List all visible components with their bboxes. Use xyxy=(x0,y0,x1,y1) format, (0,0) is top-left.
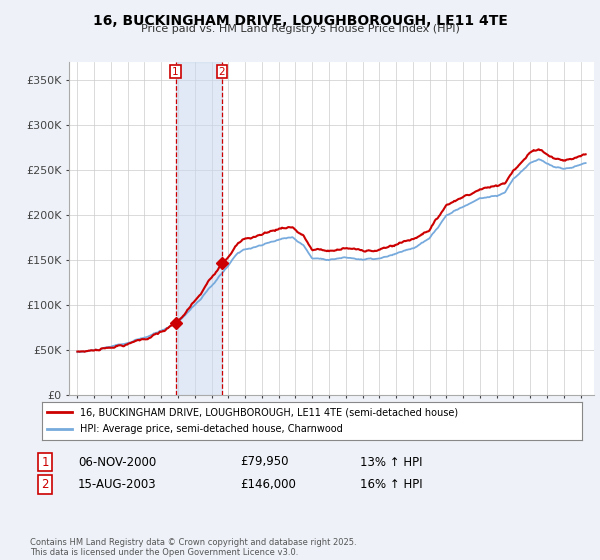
Text: 16, BUCKINGHAM DRIVE, LOUGHBOROUGH, LE11 4TE (semi-detached house): 16, BUCKINGHAM DRIVE, LOUGHBOROUGH, LE11… xyxy=(80,407,458,417)
Text: 1: 1 xyxy=(172,67,179,77)
Text: £79,950: £79,950 xyxy=(240,455,289,469)
Text: Contains HM Land Registry data © Crown copyright and database right 2025.
This d: Contains HM Land Registry data © Crown c… xyxy=(30,538,356,557)
Text: 2: 2 xyxy=(218,67,225,77)
Text: 06-NOV-2000: 06-NOV-2000 xyxy=(78,455,156,469)
Text: £146,000: £146,000 xyxy=(240,478,296,491)
Text: 1: 1 xyxy=(41,455,49,469)
Text: 16, BUCKINGHAM DRIVE, LOUGHBOROUGH, LE11 4TE: 16, BUCKINGHAM DRIVE, LOUGHBOROUGH, LE11… xyxy=(92,14,508,28)
Text: 2: 2 xyxy=(41,478,49,491)
Text: 15-AUG-2003: 15-AUG-2003 xyxy=(78,478,157,491)
Bar xyxy=(176,62,222,395)
Text: HPI: Average price, semi-detached house, Charnwood: HPI: Average price, semi-detached house,… xyxy=(80,424,343,434)
Text: 13% ↑ HPI: 13% ↑ HPI xyxy=(360,455,422,469)
Text: Price paid vs. HM Land Registry's House Price Index (HPI): Price paid vs. HM Land Registry's House … xyxy=(140,24,460,34)
Text: 16% ↑ HPI: 16% ↑ HPI xyxy=(360,478,422,491)
